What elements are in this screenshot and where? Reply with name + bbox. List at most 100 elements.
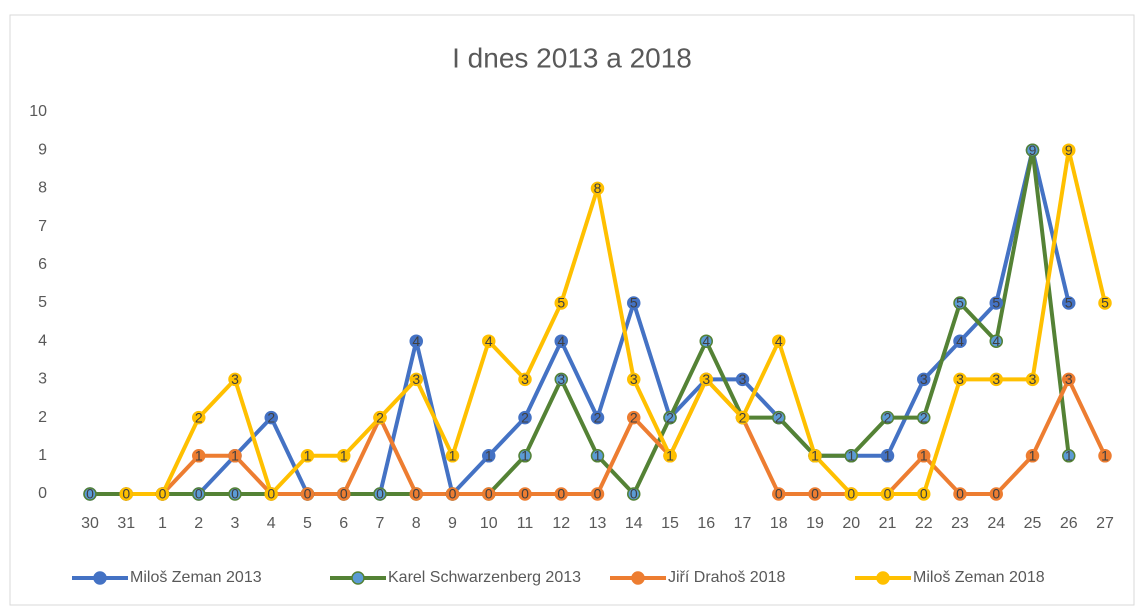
- y-tick-label: 1: [38, 447, 47, 464]
- x-tick-label: 4: [267, 515, 276, 532]
- point-marker: [590, 449, 605, 463]
- data-label: 2: [775, 409, 783, 425]
- point-marker: [953, 372, 967, 387]
- data-label: 3: [231, 371, 239, 387]
- data-label: 3: [521, 371, 529, 387]
- legend-label: Jiří Drahoš 2018: [668, 569, 785, 586]
- data-label: 0: [557, 486, 565, 502]
- x-tick-label: 14: [625, 515, 643, 532]
- data-label: 0: [956, 486, 964, 502]
- point-marker: [1098, 449, 1112, 463]
- data-label: 0: [992, 486, 1000, 502]
- y-tick-label: 10: [29, 103, 47, 120]
- point-marker: [953, 334, 967, 348]
- x-tick-label: 23: [951, 515, 969, 532]
- data-label: 5: [1065, 295, 1073, 311]
- point-marker: [482, 334, 496, 348]
- series-line: [126, 148, 1107, 496]
- data-label: 0: [122, 486, 130, 502]
- data-label: 0: [231, 486, 239, 502]
- x-tick-label: 21: [879, 515, 897, 532]
- x-tick-label: 13: [589, 515, 607, 532]
- x-tick-label: 11: [517, 515, 534, 532]
- legend-marker: [351, 571, 365, 585]
- data-label: 2: [594, 409, 602, 425]
- data-label: 0: [195, 486, 203, 502]
- point-marker: [1062, 296, 1076, 310]
- data-label: 2: [521, 409, 529, 425]
- point-marker: [772, 410, 786, 425]
- point-marker: [445, 449, 460, 463]
- point-marker: [155, 487, 170, 501]
- point-marker: [917, 410, 931, 425]
- point-marker: [300, 449, 315, 463]
- point-marker: [119, 487, 133, 501]
- y-tick-label: 2: [38, 409, 47, 426]
- data-label: 1: [195, 448, 203, 464]
- point-marker: [337, 449, 351, 463]
- legend-label: Miloš Zeman 2018: [913, 569, 1045, 586]
- series-line: [126, 377, 1107, 496]
- data-label: 0: [376, 486, 384, 502]
- point-marker: [590, 410, 605, 425]
- point-marker: [1025, 449, 1040, 463]
- data-label: 1: [304, 448, 312, 464]
- data-label: 1: [666, 448, 674, 464]
- point-marker: [1025, 143, 1040, 157]
- y-tick-label: 3: [38, 371, 47, 388]
- point-marker: [953, 487, 967, 501]
- point-marker: [554, 296, 568, 310]
- data-label: 4: [412, 333, 420, 349]
- point-marker: [518, 372, 532, 387]
- data-label: 2: [195, 409, 203, 425]
- point-marker: [808, 487, 822, 501]
- point-marker: [228, 372, 242, 387]
- data-label: 1: [884, 448, 892, 464]
- point-marker: [1062, 143, 1076, 157]
- point-marker: [192, 487, 206, 501]
- data-label: 4: [992, 333, 1000, 349]
- point-marker: [554, 334, 568, 348]
- data-label: 0: [86, 486, 94, 502]
- x-tick-label: 12: [552, 515, 570, 532]
- point-marker: [880, 449, 895, 463]
- point-marker: [880, 410, 895, 425]
- data-label: 0: [630, 486, 638, 502]
- point-marker: [627, 296, 641, 310]
- point-marker: [663, 410, 677, 425]
- data-label: 3: [557, 371, 565, 387]
- point-marker: [264, 487, 278, 501]
- x-tick-label: 27: [1096, 515, 1114, 532]
- point-marker: [699, 372, 713, 387]
- point-marker: [373, 410, 387, 425]
- point-marker: [772, 334, 786, 348]
- point-marker: [192, 410, 206, 425]
- data-label: 3: [1029, 371, 1037, 387]
- data-label: 0: [521, 486, 529, 502]
- point-marker: [409, 487, 423, 501]
- data-label: 0: [412, 486, 420, 502]
- data-label: 0: [485, 486, 493, 502]
- y-tick-label: 7: [38, 218, 47, 235]
- data-label: 5: [992, 295, 1000, 311]
- legend-label: Karel Schwarzenberg 2013: [388, 569, 581, 586]
- x-tick-label: 7: [376, 515, 385, 532]
- data-label: 1: [847, 448, 855, 464]
- data-label: 0: [267, 486, 275, 502]
- data-label: 3: [412, 371, 420, 387]
- chart-title: I dnes 2013 a 2018: [452, 42, 692, 73]
- data-label: 1: [449, 448, 457, 464]
- point-marker: [409, 372, 423, 387]
- point-marker: [83, 487, 97, 501]
- point-marker: [953, 296, 967, 310]
- point-marker: [989, 334, 1003, 348]
- point-marker: [917, 449, 931, 463]
- data-label: 2: [630, 409, 638, 425]
- point-marker: [373, 487, 387, 501]
- point-marker: [844, 487, 858, 501]
- point-marker: [518, 449, 532, 463]
- data-label: 2: [666, 409, 674, 425]
- data-label: 9: [1065, 142, 1073, 158]
- data-label: 5: [956, 295, 964, 311]
